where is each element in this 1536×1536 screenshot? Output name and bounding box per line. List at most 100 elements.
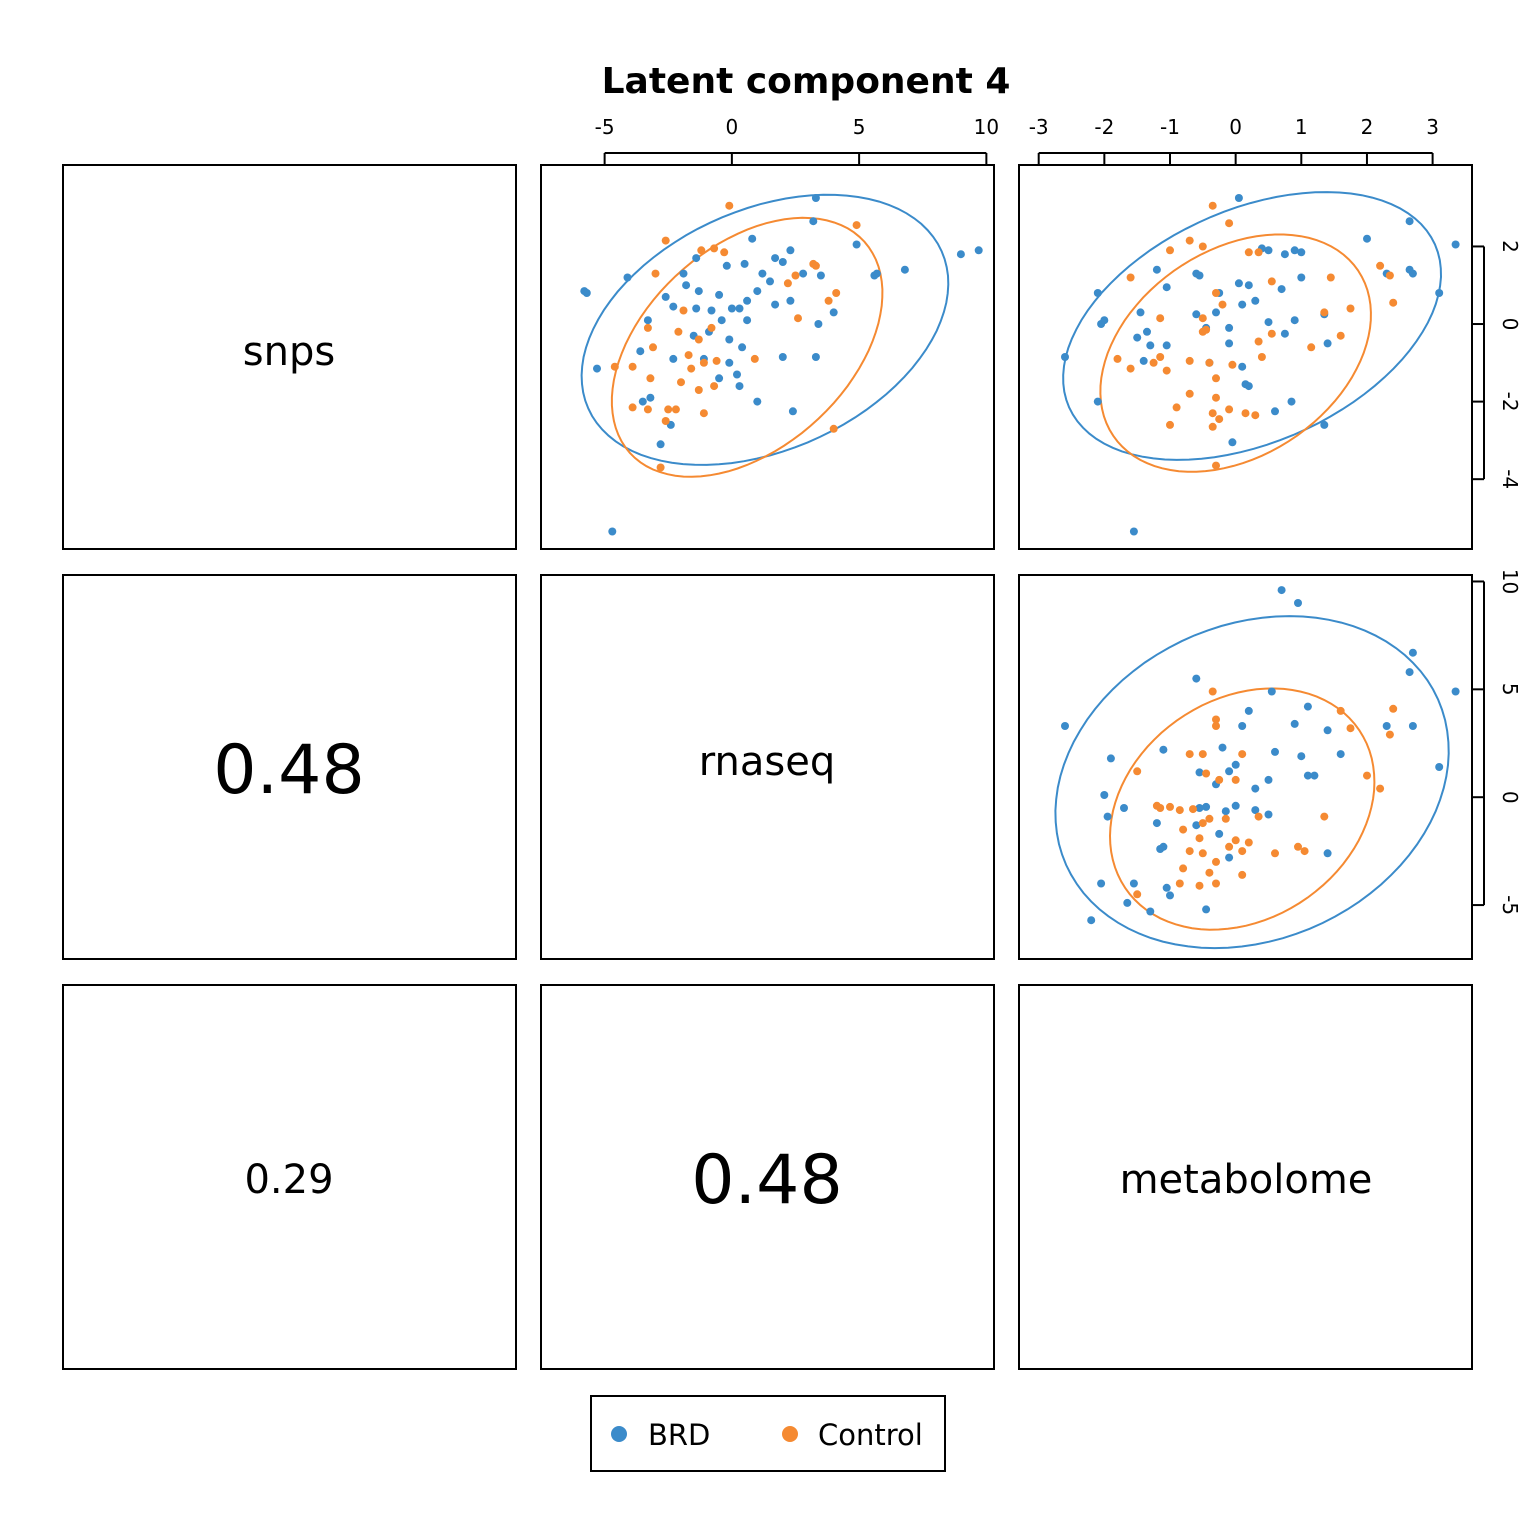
data-point — [1225, 405, 1234, 414]
data-point — [1215, 829, 1224, 838]
data-point — [1271, 849, 1279, 858]
data-point — [735, 382, 744, 391]
data-point — [1244, 248, 1253, 257]
data-point — [699, 358, 708, 367]
data-point — [1277, 285, 1286, 294]
data-point — [1205, 358, 1214, 367]
data-point — [643, 323, 652, 332]
data-point — [1133, 333, 1142, 342]
data-point — [697, 246, 706, 255]
data-point — [671, 405, 680, 414]
data-point — [1162, 341, 1171, 350]
data-point — [1297, 248, 1306, 257]
data-point — [1143, 327, 1151, 336]
data-point — [636, 347, 645, 356]
x-tick-label: 3 — [1426, 115, 1439, 139]
y-tick-label: 0 — [1498, 318, 1522, 331]
ellipse-brd — [1054, 615, 1450, 950]
data-point — [1149, 358, 1158, 367]
legend-marker-brd — [611, 1426, 627, 1442]
data-point — [771, 300, 780, 309]
data-point — [1323, 339, 1332, 348]
data-point — [687, 364, 696, 373]
data-point — [1271, 407, 1279, 416]
data-point — [1185, 389, 1194, 398]
ellipse-brd — [580, 193, 950, 466]
data-point — [679, 269, 688, 278]
panel-snps-rnaseq-corr — [62, 574, 517, 960]
data-point — [661, 292, 670, 301]
data-point — [1225, 767, 1234, 776]
data-point — [1382, 722, 1391, 730]
data-point — [1195, 804, 1204, 812]
data-point — [1208, 422, 1217, 431]
data-point — [1185, 236, 1194, 245]
data-point — [1280, 329, 1289, 338]
data-point — [809, 217, 818, 226]
data-point — [1238, 300, 1247, 309]
data-point — [1205, 814, 1214, 823]
data-point — [1451, 240, 1460, 249]
data-point — [1189, 805, 1197, 814]
data-point — [1100, 791, 1109, 799]
data-point — [1221, 814, 1230, 823]
data-point — [758, 269, 767, 278]
data-point — [1231, 801, 1240, 810]
data-point — [1238, 722, 1247, 730]
data-point — [694, 335, 703, 344]
y-tick-label: 0 — [1498, 791, 1522, 804]
data-point — [727, 304, 736, 313]
data-point — [1212, 879, 1220, 888]
data-point — [1251, 784, 1260, 793]
data-point — [1376, 261, 1385, 270]
data-point — [1254, 337, 1263, 346]
data-point — [1251, 806, 1260, 815]
data-point — [628, 403, 637, 412]
data-point — [1389, 298, 1398, 307]
data-point — [733, 370, 741, 379]
y-tick-label: -4 — [1498, 469, 1522, 489]
data-point — [712, 356, 721, 365]
data-point — [750, 354, 759, 363]
legend-marker-control — [782, 1426, 798, 1442]
data-point — [1202, 905, 1211, 914]
data-point — [1192, 821, 1201, 830]
panel-frames — [62, 164, 1473, 1370]
var-label-metabolome: metabolome — [1120, 1157, 1373, 1203]
data-point — [661, 417, 670, 425]
data-point — [725, 358, 734, 367]
data-point — [1156, 314, 1165, 323]
data-point — [1244, 382, 1253, 391]
data-point — [1234, 279, 1243, 288]
data-point — [1120, 804, 1128, 812]
data-point — [643, 405, 652, 414]
data-point — [1346, 304, 1355, 313]
y-tick-label: 10 — [1498, 569, 1522, 594]
data-point — [1126, 364, 1135, 373]
data-point — [1225, 323, 1234, 332]
data-point — [816, 271, 825, 280]
data-point — [1195, 271, 1204, 280]
data-point — [1156, 804, 1165, 812]
data-point — [638, 397, 647, 406]
data-point — [710, 244, 719, 253]
data-point — [1326, 273, 1335, 282]
data-point — [1198, 819, 1207, 828]
data-point — [1231, 775, 1240, 784]
data-point — [778, 258, 787, 266]
data-point — [715, 290, 724, 299]
data-point — [1244, 281, 1253, 290]
scatter-panel-3 — [1054, 586, 1460, 950]
data-point — [664, 405, 673, 414]
scatter-panel-1 — [580, 193, 983, 536]
data-point — [1202, 769, 1211, 778]
data-point — [674, 327, 683, 336]
data-point — [852, 221, 861, 230]
data-point — [1218, 300, 1227, 309]
data-point — [1061, 722, 1069, 730]
data-point — [1323, 726, 1332, 735]
data-point — [829, 424, 838, 433]
scatter-panel-2 — [1061, 191, 1460, 536]
data-point — [1435, 763, 1444, 771]
data-point — [1166, 802, 1174, 811]
